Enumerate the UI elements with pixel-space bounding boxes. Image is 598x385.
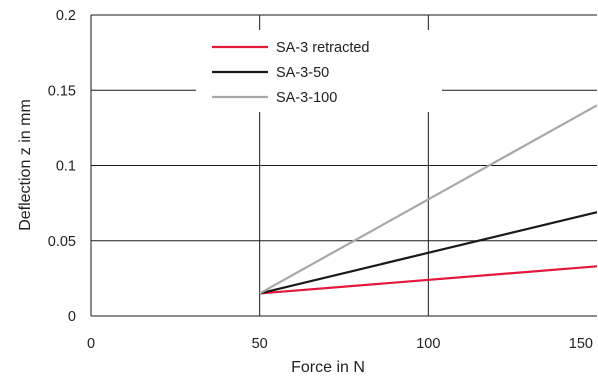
y-tick-label: 0.15 (48, 83, 76, 99)
legend-label-3: SA-3-100 (276, 90, 337, 106)
series-line-2 (259, 211, 598, 295)
series-line-1 (259, 265, 598, 295)
x-tick-label: 150 (569, 336, 593, 352)
x-axis-title: Force in N (291, 359, 365, 376)
legend: SA-3 retracted SA-3-50 SA-3-100 (212, 40, 370, 106)
y-tick-label: 0.05 (48, 234, 76, 250)
legend-label-1: SA-3 retracted (276, 40, 370, 56)
series-lines (259, 104, 598, 295)
y-tick-label: 0 (68, 309, 76, 325)
plot-frame (90, 14, 597, 317)
legend-label-2: SA-3-50 (276, 65, 329, 81)
y-axis-title: Deflection z in mm (17, 99, 34, 231)
tick-labels: 0 0.05 0.1 0.15 0.2 0 50 100 150 (48, 8, 593, 352)
x-tick-label: 100 (416, 336, 440, 352)
series-line-3 (259, 104, 598, 295)
x-tick-label: 0 (87, 336, 95, 352)
x-tick-label: 50 (252, 336, 268, 352)
grid-lines (91, 15, 597, 316)
y-tick-label: 0.1 (56, 159, 76, 175)
y-tick-label: 0.2 (56, 8, 76, 24)
